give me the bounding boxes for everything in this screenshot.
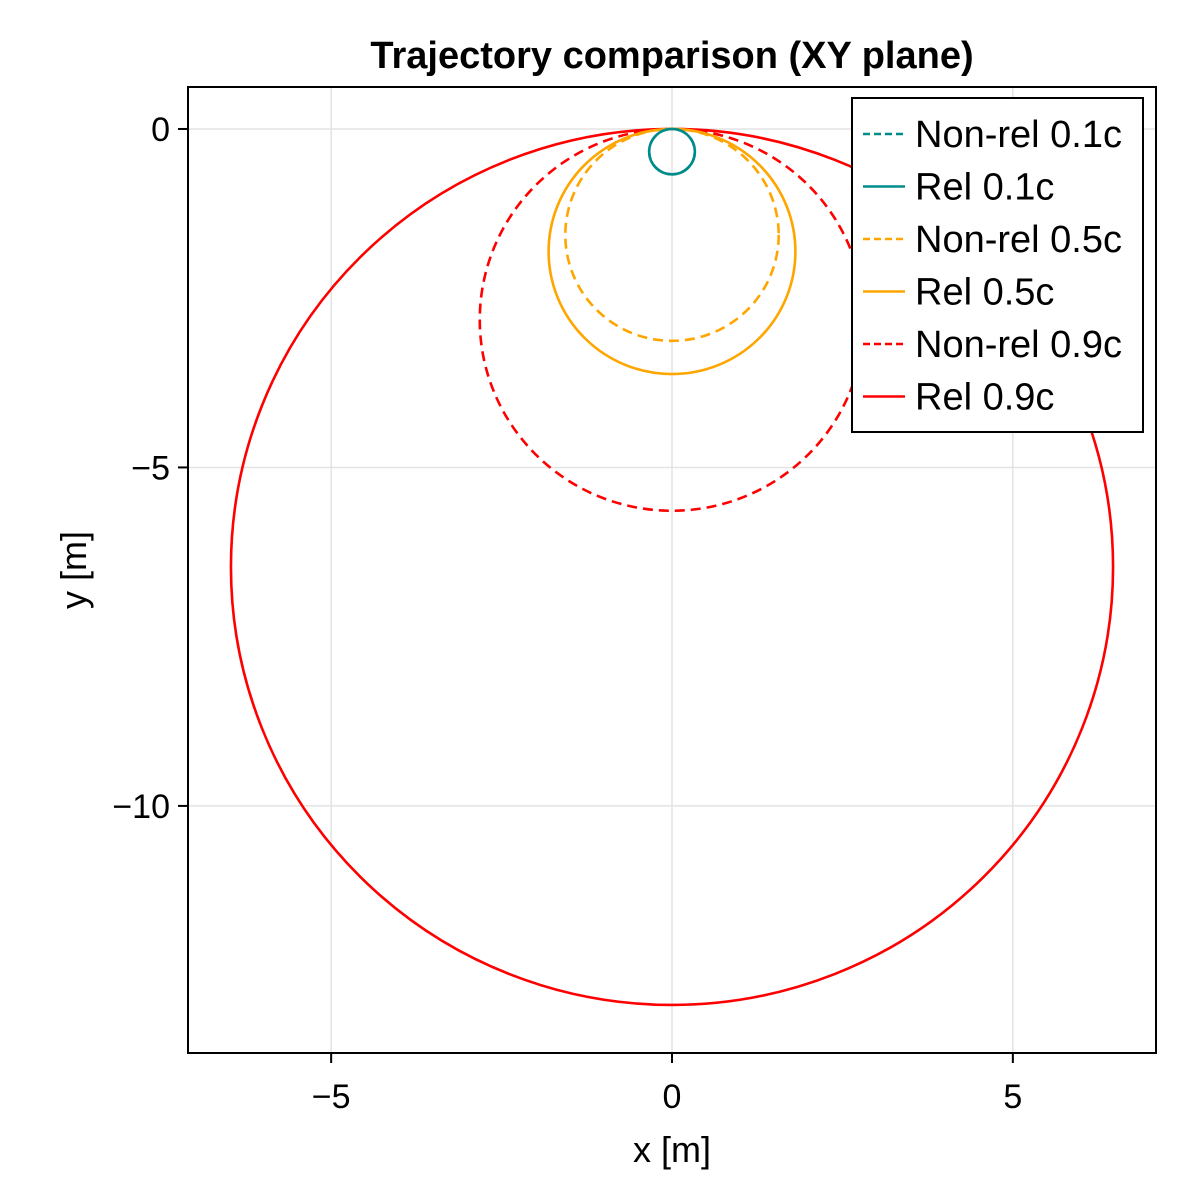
- chart-title: Trajectory comparison (XY plane): [370, 35, 973, 77]
- legend-entry-label: Rel 0.5c: [915, 272, 1054, 314]
- legend-entry-label: Non-rel 0.1c: [915, 114, 1122, 156]
- y-tick-label: −5: [131, 449, 170, 487]
- legend-entry-label: Non-rel 0.5c: [915, 219, 1122, 261]
- x-tick-label: 0: [663, 1078, 682, 1116]
- axis-ticks: −5 0 5 0 −5 −10: [112, 111, 1022, 1116]
- x-tick-label: −5: [312, 1078, 351, 1116]
- y-tick-label: 0: [151, 111, 170, 149]
- x-axis-label: x [m]: [633, 1129, 711, 1170]
- legend-entry-label: Rel 0.1c: [915, 167, 1054, 209]
- legend-entry-label: Non-rel 0.9c: [915, 324, 1122, 366]
- y-axis-label: y [m]: [53, 531, 94, 609]
- y-tick-label: −10: [112, 788, 170, 826]
- series-rel-0-1c: [647, 127, 697, 176]
- legend: Non-rel 0.1c Rel 0.1c Non-rel 0.5c Rel 0.5c…: [851, 97, 1144, 433]
- legend-box: [851, 97, 1144, 433]
- legend-entry-label: Rel 0.9c: [915, 377, 1054, 419]
- plot-series: [229, 127, 1115, 1007]
- x-tick-label: 5: [1003, 1078, 1022, 1116]
